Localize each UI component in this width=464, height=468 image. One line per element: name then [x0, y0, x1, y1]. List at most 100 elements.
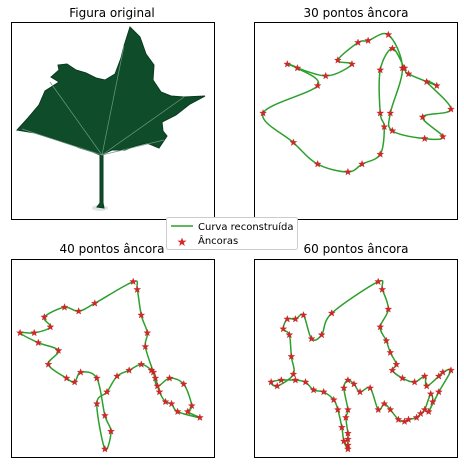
anchor-point-22: [412, 413, 421, 421]
anchor-point-8: [165, 374, 174, 382]
anchor-point-35: [342, 413, 350, 421]
panel-60: 60 pontos âncora: [254, 242, 458, 458]
anchor-point-36: [344, 429, 352, 437]
anchor-point-3: [386, 109, 395, 117]
anchor-point-58: [307, 334, 316, 343]
anchor-point-4: [376, 322, 385, 331]
anchor-point-23: [313, 81, 322, 89]
anchor-point-5: [420, 134, 429, 142]
anchor-point-10: [410, 378, 419, 386]
legend-label-anchors: Âncoras: [198, 234, 238, 247]
anchor-point-5: [141, 342, 150, 350]
anchor-point-5: [382, 336, 391, 345]
anchor-point-45: [309, 385, 318, 394]
anchor-point-50: [273, 382, 282, 390]
anchor-point-21: [289, 138, 298, 146]
panel-title-60: 60 pontos âncora: [304, 242, 409, 256]
anchor-point-46: [301, 378, 310, 386]
anchor-point-4: [143, 328, 152, 337]
anchor-point-17: [376, 150, 385, 158]
anchor-point-6: [386, 348, 395, 356]
anchor-point-55: [283, 315, 292, 323]
leaf-image: [16, 26, 206, 211]
anchor-point-29: [366, 384, 374, 392]
anchor-point-42: [333, 405, 342, 413]
anchor-point-9: [422, 77, 431, 86]
panel-title-40: 40 pontos âncora: [60, 242, 165, 256]
anchor-point-60: [327, 309, 336, 317]
anchor-point-15: [376, 109, 385, 117]
panel-30: 30 pontos âncora: [254, 6, 458, 220]
anchor-point-18: [358, 160, 366, 168]
anchor-point-21: [113, 372, 121, 380]
panel-40: 40 pontos âncora: [11, 242, 215, 458]
panel-frame-30: [254, 22, 458, 220]
plot-area-30: [259, 30, 455, 176]
anchor-point-34: [16, 328, 24, 337]
anchor-point-20: [313, 160, 322, 168]
legend-box: [166, 217, 298, 250]
reconstructed-curve: [270, 279, 452, 450]
anchor-point-28: [76, 368, 85, 376]
anchor-point-49: [267, 378, 275, 386]
anchor-point-16: [434, 387, 443, 396]
anchor-point-13: [388, 44, 397, 52]
anchor-point-11: [183, 407, 192, 415]
anchor-point-1: [384, 30, 393, 39]
panel-title-30: 30 pontos âncora: [304, 6, 409, 20]
anchor-point-36: [46, 322, 55, 331]
anchor-point-29: [354, 38, 362, 46]
anchor-point-24: [101, 445, 109, 453]
anchor-point-23: [404, 415, 413, 423]
anchor-point-32: [54, 346, 63, 354]
anchor-point-33: [34, 338, 43, 346]
anchor-point-15: [161, 397, 170, 406]
anchor-point-22: [259, 109, 267, 117]
anchor-point-39: [344, 445, 352, 453]
anchor-point-18: [428, 397, 437, 406]
legend-star-swatch: ★: [177, 235, 188, 249]
anchor-point-3: [384, 305, 393, 313]
anchor-point-48: [277, 376, 286, 384]
anchor-point-1: [129, 277, 138, 285]
anchor-point-34: [344, 405, 352, 413]
anchor-point-57: [299, 311, 308, 319]
anchor-point-51: [289, 370, 298, 378]
anchor-point-23: [93, 399, 101, 408]
anchor-point-11: [420, 372, 429, 380]
anchor-point-53: [285, 330, 294, 339]
anchor-point-12: [400, 64, 409, 72]
anchor-point-52: [287, 352, 296, 360]
legend: Curva reconstruída ★ Âncoras: [166, 217, 298, 250]
anchor-point-28: [374, 405, 383, 413]
anchor-point-59: [317, 330, 326, 339]
anchor-point-27: [93, 374, 101, 382]
anchor-point-11: [404, 69, 413, 78]
anchor-point-19: [426, 389, 435, 398]
anchor-point-24: [400, 417, 409, 425]
anchor-point-4: [388, 126, 397, 135]
anchor-point-14: [376, 66, 385, 74]
anchor-point-2: [133, 285, 142, 293]
anchor-point-31: [44, 360, 53, 368]
panel-frame-original: [11, 22, 215, 220]
anchor-point-16: [380, 122, 389, 131]
anchor-point-9: [179, 380, 188, 388]
anchor-point-10: [432, 81, 441, 89]
anchor-point-19: [344, 167, 352, 176]
anchor-point-28: [333, 56, 342, 64]
anchor-point-40: [340, 437, 348, 445]
anchor-point-13: [434, 372, 443, 380]
anchor-point-54: [279, 324, 288, 333]
anchor-point-56: [291, 315, 300, 323]
anchor-point-12: [196, 413, 204, 421]
anchor-point-44: [319, 387, 328, 396]
anchor-point-41: [338, 423, 346, 431]
anchor-point-17: [151, 374, 160, 382]
anchor-point-7: [153, 382, 162, 390]
plot-area-60: [267, 277, 455, 453]
anchor-point-30: [62, 374, 71, 382]
anchor-point-40: [90, 299, 99, 307]
anchor-point-25: [107, 427, 115, 435]
